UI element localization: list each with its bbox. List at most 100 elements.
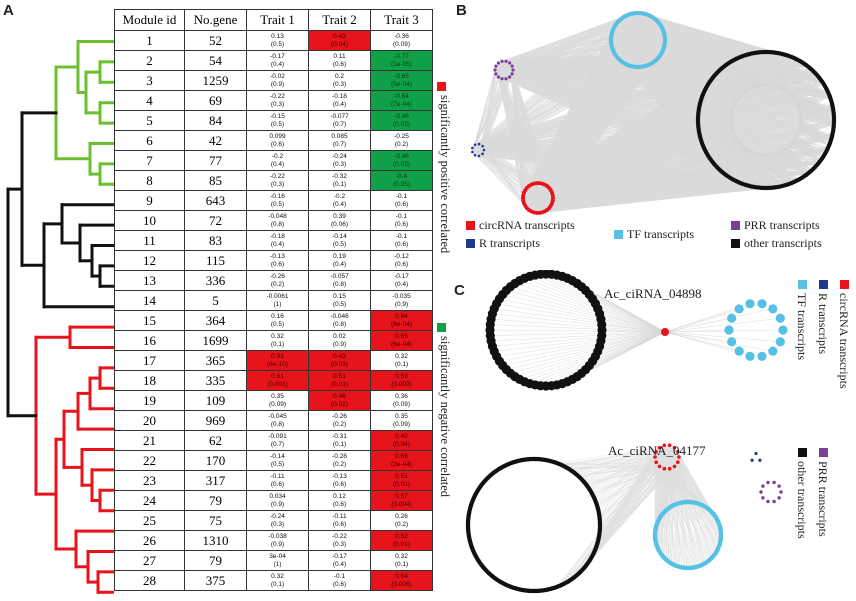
p-value: (0.6)	[371, 261, 432, 269]
p-value: (0.8)	[309, 281, 370, 289]
correlation-value: -0.77	[371, 53, 432, 61]
p-value: (0.02)	[309, 401, 370, 409]
negative-legend-label: significantly negative correlated	[437, 336, 452, 497]
p-value: (0.3)	[309, 541, 370, 549]
module-id-cell: 27	[115, 551, 185, 571]
p-value: (0.4)	[371, 281, 432, 289]
correlation-value: 0.16	[247, 313, 308, 321]
p-value: (7e-04)	[371, 101, 432, 109]
p-value: (0.09)	[371, 421, 432, 429]
correlation-value: 0.59	[371, 373, 432, 381]
gene-count-cell: 79	[185, 551, 247, 571]
correlation-value: 0.32	[371, 553, 432, 561]
module-id-cell: 25	[115, 511, 185, 531]
module-id-cell: 1	[115, 31, 185, 51]
p-value: (0.6)	[371, 241, 432, 249]
correlation-value: 0.68	[371, 453, 432, 461]
p-value: (0.5)	[247, 461, 308, 469]
correlation-value: -0.2	[247, 153, 308, 161]
correlation-value: -0.17	[371, 273, 432, 281]
trait-cell: 0.46(0.02)	[309, 391, 371, 411]
trait-cell: -0.14(0.5)	[309, 231, 371, 251]
p-value: (0.003)	[371, 381, 432, 389]
p-value: (0.09)	[371, 401, 432, 409]
module-dendrogram	[0, 0, 114, 596]
trait-cell: 0.15(0.5)	[309, 291, 371, 311]
gene-count-cell: 62	[185, 431, 247, 451]
trait-cell: -0.14(0.5)	[247, 451, 309, 471]
panel-b: B circRNA transcripts R transcripts TF t…	[456, 0, 856, 270]
p-value: (0.001)	[247, 381, 308, 389]
p-value: (0.006)	[371, 581, 432, 589]
p-value: (1)	[247, 561, 308, 569]
trait-cell: -0.1(0.6)	[371, 211, 433, 231]
correlation-value: -0.1	[309, 573, 370, 581]
gene-count-cell: 969	[185, 411, 247, 431]
module-id-cell: 26	[115, 531, 185, 551]
p-value: (0.4)	[309, 561, 370, 569]
correlation-value: -0.18	[309, 93, 370, 101]
positive-legend-swatch	[437, 82, 446, 91]
gene-count-cell: 54	[185, 51, 247, 71]
correlation-value: 0.91	[247, 353, 308, 361]
correlation-value: 0.43	[309, 33, 370, 41]
correlation-value: 0.35	[247, 393, 308, 401]
gene-count-cell: 84	[185, 111, 247, 131]
trait-cell: -0.1(0.6)	[371, 231, 433, 251]
trait-cell: -0.32(0.1)	[309, 171, 371, 191]
correlation-value: 0.43	[309, 353, 370, 361]
trait-cell: 0.35(0.09)	[371, 411, 433, 431]
correlation-value: -0.16	[247, 193, 308, 201]
column-header: Module id	[115, 10, 185, 31]
p-value: (0.3)	[247, 101, 308, 109]
correlation-value: 0.57	[371, 493, 432, 501]
p-value: (0.3)	[309, 161, 370, 169]
p-value: (0.3)	[247, 181, 308, 189]
p-value: (0.6)	[309, 481, 370, 489]
module-id-cell: 11	[115, 231, 185, 251]
gene-count-cell: 109	[185, 391, 247, 411]
trait-cell: 0.099(0.6)	[247, 131, 309, 151]
correlation-value: -0.057	[309, 273, 370, 281]
p-value: (0.2)	[371, 141, 432, 149]
trait-cell: -0.17(0.4)	[247, 51, 309, 71]
column-header: Trait 2	[309, 10, 371, 31]
correlation-value: 0.46	[309, 393, 370, 401]
p-value: (0.6)	[309, 581, 370, 589]
p-value: (0.6)	[371, 201, 432, 209]
trait-cell: 0.085(0.7)	[309, 131, 371, 151]
p-value: (0.2)	[309, 461, 370, 469]
module-id-cell: 18	[115, 371, 185, 391]
p-value: (0.04)	[309, 41, 370, 49]
correlation-value: -0.32	[309, 173, 370, 181]
p-value: (0.1)	[309, 181, 370, 189]
correlation-value: 0.32	[371, 353, 432, 361]
p-value: (0.6)	[247, 261, 308, 269]
trait-cell: -0.17(0.4)	[371, 271, 433, 291]
gene-count-cell: 1310	[185, 531, 247, 551]
p-value: (0.6)	[309, 501, 370, 509]
correlation-value: -0.13	[309, 473, 370, 481]
trait-cell: 0.35(0.09)	[247, 391, 309, 411]
correlation-value: 0.52	[371, 533, 432, 541]
correlation-value: -0.045	[247, 413, 308, 421]
p-value: (0.1)	[309, 441, 370, 449]
p-value: (0.2)	[371, 521, 432, 529]
p-value: (0.5)	[247, 121, 308, 129]
gene-count-cell: 364	[185, 311, 247, 331]
trait-cell: 0.12(0.6)	[309, 491, 371, 511]
p-value: (0.03)	[309, 361, 370, 369]
gene-count-cell: 317	[185, 471, 247, 491]
correlation-value: -0.035	[371, 293, 432, 301]
correlation-value: -0.65	[371, 73, 432, 81]
module-id-cell: 23	[115, 471, 185, 491]
trait-cell: 0.02(0.9)	[309, 331, 371, 351]
gene-count-cell: 643	[185, 191, 247, 211]
